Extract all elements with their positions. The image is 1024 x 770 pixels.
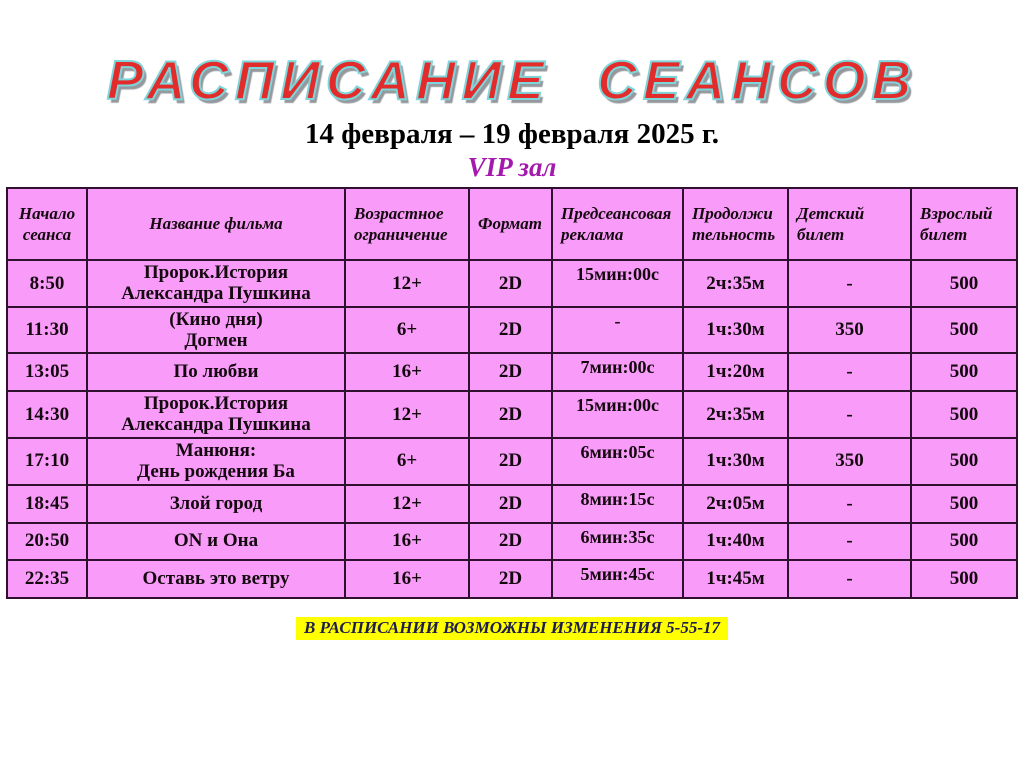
child-ticket-price: - (787, 483, 912, 524)
movie-title: По любви (86, 352, 346, 393)
format: 2D (468, 352, 553, 393)
duration: 1ч:30м (682, 436, 789, 486)
age-restriction: 16+ (344, 558, 470, 599)
schedule-body: 8:50 Пророк.История Александра Пушкина 1… (6, 259, 1018, 599)
session-time: 20:50 (6, 521, 88, 561)
preshow-ads: 5мин:45с (551, 558, 684, 599)
duration: 1ч:40м (682, 521, 789, 561)
child-ticket-price: - (787, 390, 912, 439)
format: 2D (468, 259, 553, 308)
adult-ticket-price: 500 (910, 305, 1018, 355)
header-session-start: Начало сеанса (6, 187, 88, 261)
age-restriction: 6+ (344, 305, 470, 355)
adult-ticket-price: 500 (910, 259, 1018, 308)
format: 2D (468, 483, 553, 524)
preshow-ads: - (551, 305, 684, 355)
table-row: 20:50 ON и Она 16+ 2D 6мин:35с 1ч:40м - … (6, 521, 1018, 561)
format: 2D (468, 305, 553, 355)
page-title: РАСПИСАНИЕ СЕАНСОВ (106, 48, 918, 112)
child-ticket-price: - (787, 259, 912, 308)
age-restriction: 6+ (344, 436, 470, 486)
movie-title: Манюня: День рождения Ба (86, 436, 346, 486)
header-child-ticket: Детский билет (787, 187, 912, 261)
age-restriction: 12+ (344, 483, 470, 524)
age-restriction: 16+ (344, 521, 470, 561)
preshow-ads: 6мин:35с (551, 521, 684, 561)
movie-title: Злой город (86, 483, 346, 524)
table-row: 13:05 По любви 16+ 2D 7мин:00с 1ч:20м - … (6, 352, 1018, 393)
header-row: Начало сеанса Название фильма Возрастное… (6, 187, 1018, 261)
duration: 1ч:30м (682, 305, 789, 355)
format: 2D (468, 390, 553, 439)
header-format: Формат (468, 187, 553, 261)
child-ticket-price: - (787, 352, 912, 393)
movie-title: (Кино дня) Догмен (86, 305, 346, 355)
child-ticket-price: - (787, 521, 912, 561)
movie-title: Пророк.История Александра Пушкина (86, 259, 346, 308)
duration: 1ч:20м (682, 352, 789, 393)
adult-ticket-price: 500 (910, 390, 1018, 439)
age-restriction: 12+ (344, 259, 470, 308)
preshow-ads: 7мин:00с (551, 352, 684, 393)
child-ticket-price: - (787, 558, 912, 599)
adult-ticket-price: 500 (910, 558, 1018, 599)
preshow-ads: 6мин:05с (551, 436, 684, 486)
schedule-header: Начало сеанса Название фильма Возрастное… (6, 187, 1018, 261)
duration: 2ч:35м (682, 259, 789, 308)
duration: 2ч:05м (682, 483, 789, 524)
child-ticket-price: 350 (787, 305, 912, 355)
preshow-ads: 8мин:15с (551, 483, 684, 524)
duration: 1ч:45м (682, 558, 789, 599)
duration: 2ч:35м (682, 390, 789, 439)
session-time: 22:35 (6, 558, 88, 599)
session-time: 17:10 (6, 436, 88, 486)
date-range: 14 февраля – 19 февраля 2025 г. (304, 118, 720, 150)
format: 2D (468, 558, 553, 599)
adult-ticket-price: 500 (910, 521, 1018, 561)
movie-title: ON и Она (86, 521, 346, 561)
table-row: 14:30 Пророк.История Александра Пушкина … (6, 390, 1018, 439)
format: 2D (468, 521, 553, 561)
age-restriction: 12+ (344, 390, 470, 439)
header-age-restriction: Возрастное ограничение (344, 187, 470, 261)
table-row: 8:50 Пророк.История Александра Пушкина 1… (6, 259, 1018, 308)
table-row: 22:35 Оставь это ветру 16+ 2D 5мин:45с 1… (6, 558, 1018, 599)
header-duration: Продолжи тельность (682, 187, 789, 261)
session-time: 11:30 (6, 305, 88, 355)
format: 2D (468, 436, 553, 486)
session-time: 13:05 (6, 352, 88, 393)
session-time: 14:30 (6, 390, 88, 439)
header-movie-title: Название фильма (86, 187, 346, 261)
table-row: 11:30 (Кино дня) Догмен 6+ 2D - 1ч:30м 3… (6, 305, 1018, 355)
adult-ticket-price: 500 (910, 352, 1018, 393)
header-preshow-ads: Предсеансовая реклама (551, 187, 684, 261)
adult-ticket-price: 500 (910, 483, 1018, 524)
adult-ticket-price: 500 (910, 436, 1018, 486)
age-restriction: 16+ (344, 352, 470, 393)
table-row: 18:45 Злой город 12+ 2D 8мин:15с 2ч:05м … (6, 483, 1018, 524)
child-ticket-price: 350 (787, 436, 912, 486)
hall-name: VIP зал (467, 152, 557, 182)
schedule-table: Начало сеанса Название фильма Возрастное… (6, 187, 1018, 599)
schedule-change-note: В РАСПИСАНИИ ВОЗМОЖНЫ ИЗМЕНЕНИЯ 5-55-17 (295, 616, 729, 640)
table-row: 17:10 Манюня: День рождения Ба 6+ 2D 6ми… (6, 436, 1018, 486)
movie-title: Пророк.История Александра Пушкина (86, 390, 346, 439)
session-time: 8:50 (6, 259, 88, 308)
preshow-ads: 15мин:00с (551, 259, 684, 308)
header-adult-ticket: Взрослый билет (910, 187, 1018, 261)
movie-title: Оставь это ветру (86, 558, 346, 599)
session-time: 18:45 (6, 483, 88, 524)
preshow-ads: 15мин:00с (551, 390, 684, 439)
